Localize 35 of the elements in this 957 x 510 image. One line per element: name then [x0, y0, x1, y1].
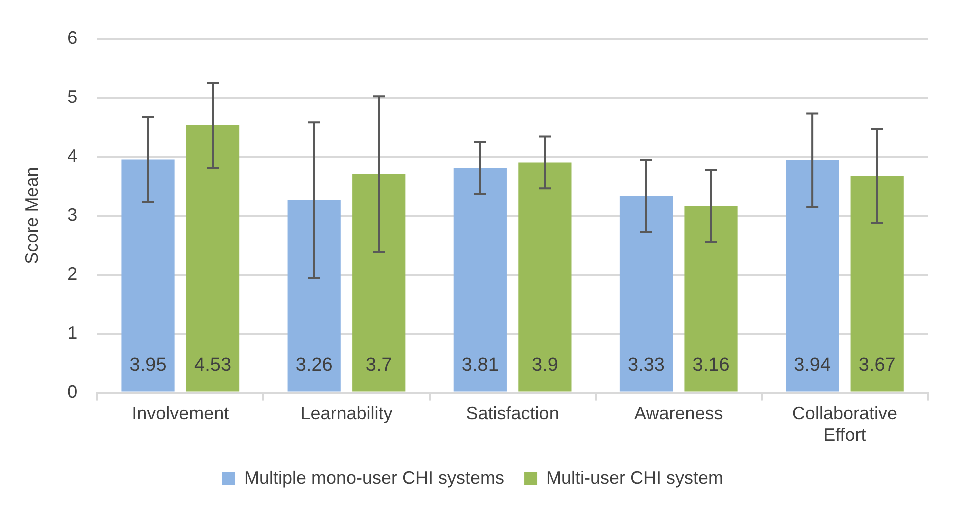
data-label: 3.16 — [692, 355, 730, 376]
y-tick-label: 6 — [68, 28, 78, 48]
bar — [786, 160, 840, 392]
data-label: 3.95 — [130, 355, 167, 376]
x-tick-label: Collaborative Effort — [792, 404, 898, 446]
y-tick-label: 4 — [68, 146, 78, 166]
y-tick-label: 3 — [68, 204, 78, 225]
legend-label: Multiple mono-user CHI systems — [244, 468, 505, 488]
y-tick-label: 2 — [68, 264, 78, 284]
data-label: 3.7 — [366, 355, 392, 376]
data-label: 3.94 — [794, 355, 832, 376]
bar — [518, 162, 572, 392]
bar — [122, 160, 175, 392]
y-axis-title: Score Mean — [22, 167, 42, 264]
x-tick-label: Awareness — [634, 404, 724, 424]
data-label: 3.81 — [462, 355, 499, 376]
bar — [288, 200, 341, 392]
x-tick-label: Satisfaction — [466, 404, 560, 424]
data-label: 3.33 — [628, 355, 665, 376]
y-tick-label: 5 — [68, 86, 78, 107]
data-label: 3.67 — [858, 355, 896, 376]
x-tick-label: Involvement — [132, 404, 230, 424]
bar — [186, 126, 240, 392]
legend-label: Multi-user CHI system — [546, 468, 724, 488]
y-tick-label: 0 — [68, 382, 78, 402]
y-tick-label: 1 — [68, 322, 78, 343]
bar — [850, 176, 904, 392]
bar — [620, 196, 674, 392]
bar — [684, 206, 738, 392]
bar — [352, 174, 406, 392]
data-label: 4.53 — [194, 355, 232, 376]
bar — [454, 168, 507, 392]
data-label: 3.9 — [532, 355, 558, 376]
x-tick-label: Learnability — [300, 404, 393, 424]
data-label: 3.26 — [296, 355, 333, 376]
